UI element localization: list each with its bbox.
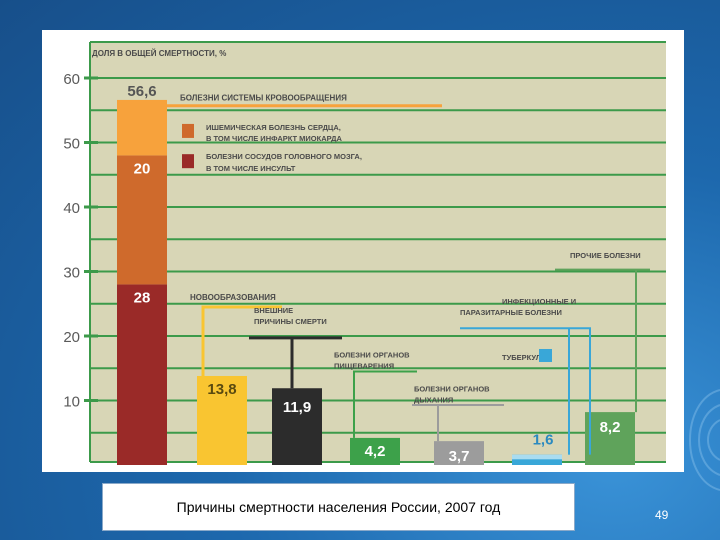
leader-line: [353, 370, 417, 438]
leader-line: [460, 327, 591, 455]
leader-line: [201, 305, 282, 376]
category-label: БОЛЕЗНИ ОРГАНОВ: [414, 384, 490, 393]
y-tick-label: 40: [63, 200, 80, 217]
legend-label: БОЛЕЗНИ СОСУДОВ ГОЛОВНОГО МОЗГА,: [206, 152, 362, 161]
bar-segment-label: 28: [134, 289, 151, 306]
y-tick-label: 20: [63, 329, 80, 346]
category-label: ПИЩЕВАРЕНИЯ: [334, 361, 394, 370]
decorative-swirl-icon: [689, 389, 720, 491]
legend-swatch: [539, 348, 552, 362]
bar-value-label: 8,2: [600, 419, 621, 436]
y-tick-label: 50: [63, 136, 80, 153]
bar: [512, 454, 562, 465]
bar-value-label: 3,7: [449, 448, 470, 465]
chart-panel: 10 20 30 40 50 60 ДОЛЯ В ОБЩЕЙ СМЕРТНОСТИ, % 56…: [42, 30, 684, 472]
bar-cardio-stroke: [117, 284, 167, 465]
y-tick-label: 30: [63, 265, 80, 282]
bar-value-label: 1,6: [533, 432, 554, 449]
leader-line: [555, 268, 650, 413]
category-label: ПРИЧИНЫ СМЕРТИ: [254, 317, 327, 326]
bar: [585, 412, 635, 465]
bar-value-label: 11,9: [283, 399, 311, 416]
legend-label: ТУБЕРКУЛЕЗ: [502, 353, 551, 362]
legend-swatch: [182, 123, 194, 138]
category-label: БОЛЕЗНИ СИСТЕМЫ КРОВООБРАЩЕНИЯ: [180, 94, 347, 103]
legend-label: В ТОМ ЧИСЛЕ ИНСУЛЬТ: [206, 164, 296, 173]
bar: [197, 375, 247, 465]
legend-label: ИШЕМИЧЕСКАЯ БОЛЕЗНЬ СЕРДЦА,: [206, 123, 341, 132]
mortality-chart: 10 20 30 40 50 60 ДОЛЯ В ОБЩЕЙ СМЕРТНОСТИ, % 56…: [63, 41, 666, 465]
leader-line: [249, 336, 342, 389]
bar-segment-label: 20: [134, 160, 151, 177]
category-label: ВНЕШНИЕ: [254, 306, 293, 315]
caption-text: Причины смертности населения России, 200…: [176, 499, 501, 515]
slide-caption: Причины смертности населения России, 200…: [102, 483, 575, 531]
bar-value-label: 56,6: [127, 83, 156, 100]
legend-label: В ТОМ ЧИСЛЕ ИНФАРКТ МИОКАРДА: [206, 134, 343, 143]
category-label: ПРОЧИЕ БОЛЕЗНИ: [570, 251, 641, 260]
category-label: БОЛЕЗНИ ОРГАНОВ: [334, 350, 410, 359]
bar-value-label: 4,2: [365, 443, 386, 460]
bar-tuberculosis-part: [512, 454, 562, 460]
category-label: ИНФЕКЦИОННЫЕ И: [502, 297, 576, 306]
category-label: ДЫХАНИЯ: [414, 395, 453, 404]
page-number: 49: [655, 508, 669, 522]
y-axis-title: ДОЛЯ В ОБЩЕЙ СМЕРТНОСТИ, %: [92, 49, 226, 58]
legend-swatch: [182, 154, 194, 169]
bar-cardio-other: [117, 99, 167, 156]
y-tick-label: 10: [63, 394, 80, 411]
bar: [434, 441, 484, 465]
bar-cardio-ihd: [117, 155, 167, 285]
bar-value-label: 13,8: [207, 381, 236, 398]
bar: [272, 388, 322, 465]
category-label: НОВООБРАЗОВАНИЯ: [190, 293, 276, 302]
bar: [350, 437, 400, 465]
y-tick-label: 60: [63, 71, 80, 88]
category-label: ПАРАЗИТАРНЫЕ БОЛЕЗНИ: [460, 308, 562, 317]
